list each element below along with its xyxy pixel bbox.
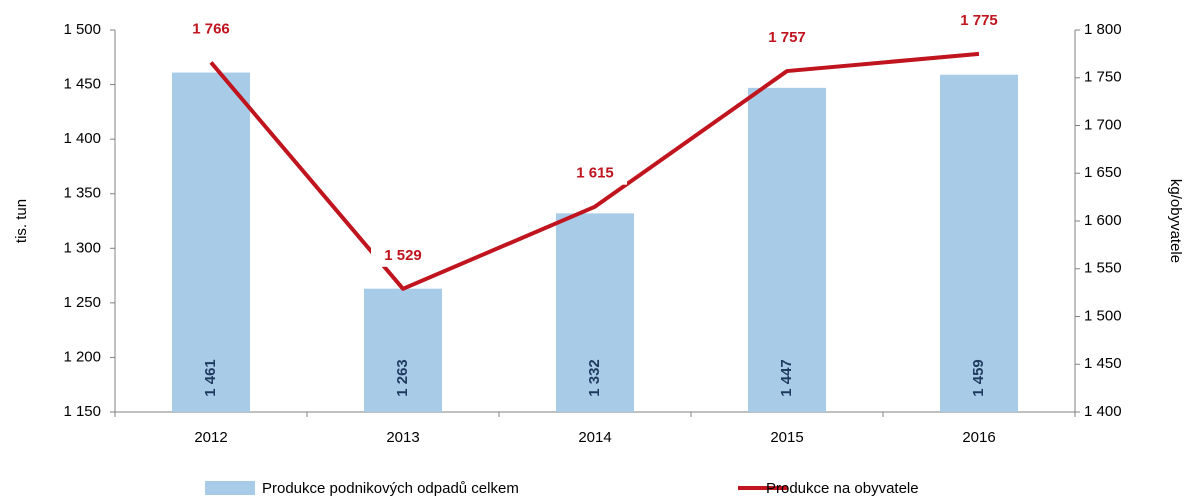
y2-tick-label: 1 450 — [1084, 355, 1122, 372]
bar — [364, 288, 442, 412]
legend-label: Produkce podnikových odpadů celkem — [262, 480, 519, 497]
label-bg — [563, 162, 627, 185]
y-tick-label: 1 400 — [63, 130, 101, 147]
y-tick-label: 1 350 — [63, 185, 101, 202]
y-tick-label: 1 500 — [63, 21, 101, 38]
label-bg — [947, 9, 1011, 32]
bar — [940, 74, 1018, 413]
y-axis-title: tis. tun — [13, 199, 30, 243]
y-tick-label: 1 200 — [63, 348, 101, 365]
y-tick-label: 1 300 — [63, 239, 101, 256]
y2-tick-label: 1 600 — [1084, 212, 1122, 229]
y2-tick-label: 1 700 — [1084, 116, 1122, 133]
y2-tick-label: 1 650 — [1084, 164, 1122, 181]
line-label: 1 766 — [192, 20, 230, 37]
legend-label: Produkce na obyvatele — [766, 480, 919, 497]
label-bg — [755, 27, 819, 50]
x-tick-label: 2016 — [962, 429, 995, 446]
y-tick-label: 1 450 — [63, 76, 101, 93]
bar-label: 1 332 — [586, 359, 603, 397]
y-tick-label: 1 150 — [63, 403, 101, 420]
x-tick-label: 2015 — [770, 429, 803, 446]
bar — [748, 87, 826, 413]
y2-tick-label: 1 750 — [1084, 69, 1122, 86]
bar-label: 1 447 — [778, 359, 795, 397]
bar — [172, 72, 250, 413]
bar — [556, 213, 634, 412]
line — [209, 51, 980, 291]
bar-label: 1 461 — [202, 359, 219, 397]
x-tick-label: 2013 — [386, 429, 419, 446]
x-tick-label: 2014 — [578, 429, 611, 446]
legend-swatch — [205, 481, 255, 495]
line-label: 1 615 — [576, 165, 614, 182]
bar-label: 1 459 — [970, 359, 987, 397]
line-label: 1 775 — [960, 12, 998, 29]
y-tick-label: 1 250 — [63, 294, 101, 311]
line-label: 1 757 — [768, 29, 806, 46]
y2-tick-label: 1 400 — [1084, 403, 1122, 420]
bar-label: 1 263 — [394, 359, 411, 397]
label-bg — [371, 244, 435, 267]
y2-axis-title: kg/obyvatele — [1167, 179, 1184, 263]
y2-tick-label: 1 500 — [1084, 307, 1122, 324]
label-bg — [179, 18, 243, 41]
line-label: 1 529 — [384, 247, 422, 264]
x-tick-label: 2012 — [194, 429, 227, 446]
y2-tick-label: 1 800 — [1084, 21, 1122, 38]
y2-tick-label: 1 550 — [1084, 260, 1122, 277]
